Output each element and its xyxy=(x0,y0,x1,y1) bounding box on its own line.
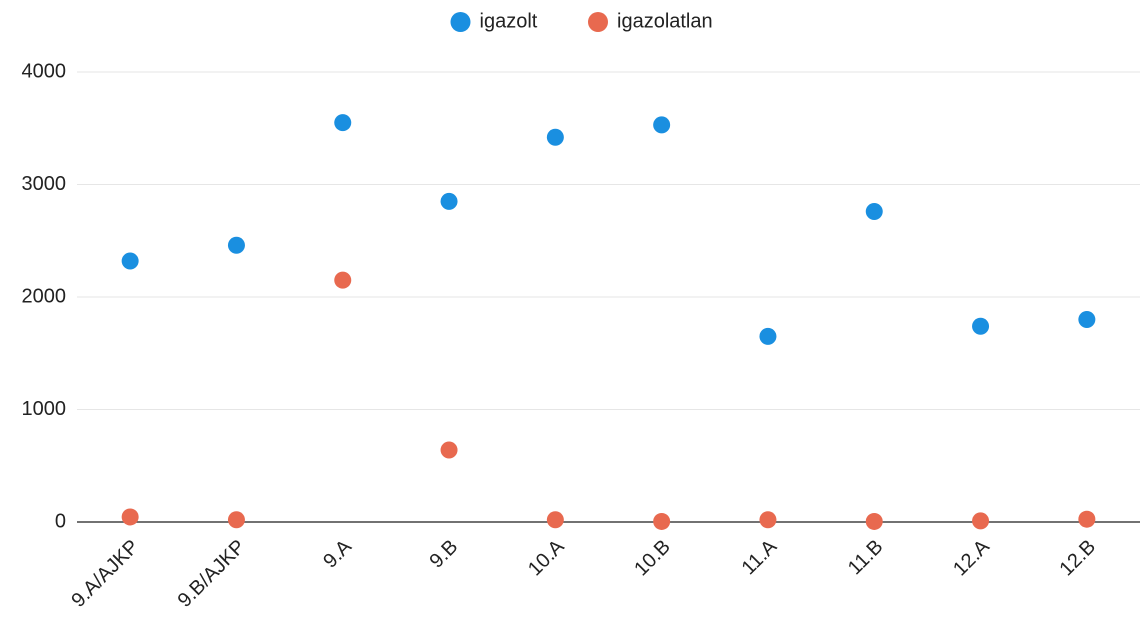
data-point xyxy=(972,317,990,335)
x-tick-label: 9.B xyxy=(426,536,463,573)
x-tick-label: 11.A xyxy=(738,535,782,579)
data-point xyxy=(121,252,139,270)
y-tick-label: 0 xyxy=(55,510,66,532)
y-tick-label: 2000 xyxy=(22,285,67,307)
data-point xyxy=(1078,311,1096,328)
data-point xyxy=(653,512,671,530)
data-point xyxy=(653,116,671,134)
data-point xyxy=(227,236,245,254)
y-tick-label: 1000 xyxy=(22,398,67,420)
y-tick-label: 4000 xyxy=(22,60,67,82)
data-point xyxy=(546,511,564,529)
legend-label: igazolt xyxy=(480,10,538,32)
x-tick-label: 12.A xyxy=(949,535,994,580)
data-point xyxy=(865,203,883,220)
x-tick-label: 10.B xyxy=(630,536,675,581)
data-point xyxy=(759,327,777,345)
legend-marker xyxy=(588,12,608,32)
data-point xyxy=(972,512,990,530)
data-point xyxy=(1078,510,1096,528)
x-tick-label: 10.A xyxy=(524,535,569,580)
legend-label: igazolatlan xyxy=(617,10,713,32)
data-point xyxy=(759,511,777,529)
data-point xyxy=(121,508,139,526)
y-tick-label: 3000 xyxy=(22,173,67,195)
x-tick-label: 11.B xyxy=(844,536,888,580)
x-tick-label: 12.B xyxy=(1055,536,1100,581)
data-point xyxy=(440,441,458,459)
data-point xyxy=(227,511,245,529)
data-point xyxy=(334,114,352,132)
data-point xyxy=(334,271,352,289)
data-point xyxy=(440,192,458,210)
x-tick-label: 9.A xyxy=(319,535,356,572)
x-tick-label: 9.B/AJKP xyxy=(174,536,250,612)
legend-marker xyxy=(450,12,471,32)
data-point xyxy=(546,128,564,146)
data-point xyxy=(865,512,883,530)
x-tick-label: 9.A/AJKP xyxy=(67,536,143,612)
